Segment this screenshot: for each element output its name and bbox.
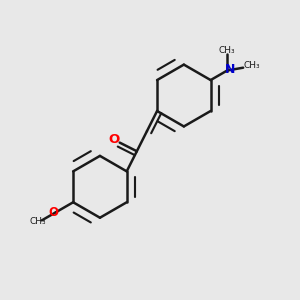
Text: CH₃: CH₃ bbox=[30, 217, 46, 226]
Text: N: N bbox=[224, 63, 235, 76]
Text: CH₃: CH₃ bbox=[219, 46, 236, 55]
Text: CH₃: CH₃ bbox=[243, 61, 260, 70]
Text: O: O bbox=[49, 206, 58, 219]
Text: O: O bbox=[108, 133, 120, 146]
